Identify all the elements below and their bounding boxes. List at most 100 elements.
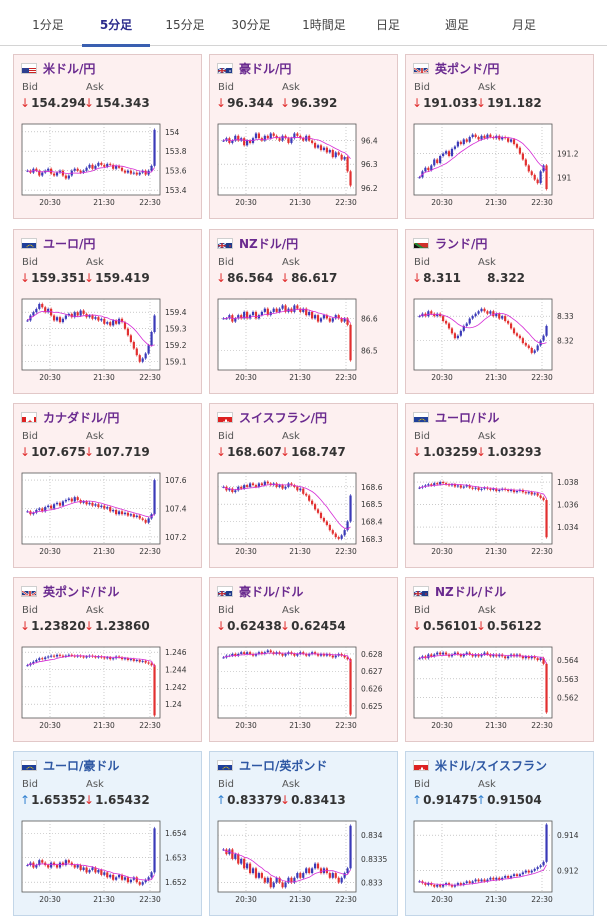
pair-name[interactable]: ユーロ/英ポンド <box>239 759 328 773</box>
candle-body <box>32 661 35 664</box>
candle-body <box>64 315 67 319</box>
tab-3[interactable]: 30分足 <box>231 18 271 32</box>
candle-body <box>120 318 124 323</box>
candle-body <box>308 653 311 656</box>
bid-number: 191.033 <box>423 96 478 110</box>
candle-body <box>231 653 234 656</box>
arrow-down-icon: ↓ <box>84 271 95 285</box>
y-tick-label: 153.8 <box>165 147 187 156</box>
pair-name[interactable]: NZドル/円 <box>239 237 299 251</box>
rate-card[interactable]: ユーロ/英ポンド Bid Ask ↑0.83379 ↓0.83413 0.834 0.833… <box>209 751 398 916</box>
plot-area <box>217 123 357 196</box>
candlestick-chart[interactable]: 0.834 0.8335 0.833 20:30 21:30 22:30 <box>216 818 391 913</box>
pair-name[interactable]: ユーロ/円 <box>43 237 96 251</box>
candle-body <box>504 656 507 659</box>
candle-body <box>284 882 287 888</box>
pair-name[interactable]: 英ポンド/ドル <box>43 585 120 599</box>
candlestick-chart[interactable]: 107.6 107.4 107.2 20:30 21:30 22:30 <box>20 470 195 565</box>
x-tick-label: 21:30 <box>289 198 311 207</box>
tab-7[interactable]: 月足 <box>511 18 536 32</box>
candle-body <box>501 316 504 319</box>
candle-body <box>269 650 272 653</box>
candle-body <box>521 489 524 493</box>
candlestick-chart[interactable]: 0.914 0.912 20:30 21:30 22:30 <box>412 818 587 913</box>
candlestick-chart[interactable]: 1.038 1.036 1.034 20:30 21:30 22:30 <box>412 470 587 565</box>
tab-5[interactable]: 日足 <box>375 18 400 32</box>
candlestick-chart[interactable]: 8.33 8.32 20:30 21:30 22:30 <box>412 296 587 391</box>
pair-name[interactable]: ユーロ/豪ドル <box>43 759 120 773</box>
tab-6[interactable]: 週足 <box>444 18 469 32</box>
candlestick-chart[interactable]: 1.246 1.244 1.242 1.24 20:30 21:30 22:30 <box>20 644 195 739</box>
pair-name[interactable]: 英ポンド/円 <box>435 62 500 76</box>
rate-card[interactable]: カナダドル/円 Bid Ask ↓107.675 ↓107.719 107.6 107.4 1… <box>13 403 202 568</box>
pair-name[interactable]: ランド/円 <box>435 237 488 251</box>
rate-card[interactable]: 英ポンド/円 Bid Ask ↓191.033 ↓191.182 191.2 191 20:3… <box>405 54 594 219</box>
candle-body <box>349 659 352 715</box>
rate-card[interactable]: 英ポンド/ドル Bid Ask ↓1.23820 ↓1.23860 1.246 1.244 1… <box>13 577 202 742</box>
pair-name[interactable]: 米ドル/円 <box>43 62 96 76</box>
tab-1[interactable]: 5分足 <box>82 0 150 47</box>
candle-body <box>468 485 471 488</box>
candle-body <box>313 863 317 869</box>
x-tick-label: 21:30 <box>93 373 115 382</box>
candle-body <box>319 512 323 519</box>
candle-body <box>275 135 278 139</box>
candle-body <box>44 657 47 660</box>
rate-card[interactable]: スイスフラン/円 Bid Ask ↓168.607 ↓168.747 168.6 168.5… <box>209 403 398 568</box>
candle-body <box>302 308 305 312</box>
candle-body <box>103 318 106 324</box>
tab-4[interactable]: 1時間足 <box>302 18 346 32</box>
rate-card[interactable]: 豪ドル/ドル Bid Ask ↓0.62438 ↓0.62454 0.628 0.627 0.… <box>209 577 398 742</box>
candlestick-chart[interactable]: 154 153.8 153.6 153.4 20:30 21:30 22:30 <box>20 121 195 216</box>
candle-body <box>328 318 331 322</box>
rate-card[interactable]: 豪ドル/円 Bid Ask ↓96.344 ↓96.392 96.4 96.3 96.2 20:… <box>209 54 398 219</box>
rate-card[interactable]: ユーロ/ドル Bid Ask ↓1.03259 ↓1.03293 1.038 1.036 1.… <box>405 403 594 568</box>
candle-body <box>340 877 343 883</box>
rate-card[interactable]: ランド/円BidAsk↓8.311↓8.3228.338.3220:3021:3… <box>405 229 594 394</box>
pair-name[interactable]: 豪ドル/ドル <box>239 585 304 599</box>
candle-body <box>246 140 249 146</box>
candle-body <box>453 484 457 487</box>
candle-body <box>153 665 156 716</box>
pair-name[interactable]: 豪ドル/円 <box>239 62 292 76</box>
candle-body <box>536 345 539 351</box>
pair-name[interactable]: カナダドル/円 <box>43 411 120 425</box>
pair-name[interactable]: NZドル/ドル <box>435 585 507 599</box>
tab-0[interactable]: 1分足 <box>32 18 64 32</box>
pair-name[interactable]: 米ドル/スイスフラン <box>435 759 548 773</box>
candle-body <box>115 877 118 880</box>
ask-label: Ask <box>86 605 104 616</box>
candle-body <box>103 657 106 659</box>
pair-name[interactable]: スイスフラン/円 <box>239 411 328 425</box>
candle-body <box>311 140 314 143</box>
candlestick-chart[interactable]: 86.6 86.5 20:30 21:30 22:30 <box>216 296 391 391</box>
x-tick-label: 22:30 <box>139 895 161 904</box>
tab-2[interactable]: 15分足 <box>165 18 205 32</box>
candle-body <box>346 521 349 531</box>
ask-label: Ask <box>478 431 496 442</box>
candle-body <box>237 854 240 864</box>
candle-body <box>287 877 290 883</box>
rate-card[interactable]: ユーロ/豪ドル Bid Ask ↑1.65352 ↓1.65432 1.654 1.653 1… <box>13 751 202 916</box>
candlestick-chart[interactable]: 96.4 96.3 96.2 20:30 21:30 22:30 <box>216 121 391 216</box>
candlestick-chart[interactable]: 191.2 191 20:30 21:30 22:30 <box>412 121 587 216</box>
candle-body <box>61 318 65 323</box>
candlestick-chart[interactable]: 0.564 0.563 0.562 20:30 21:30 22:30 <box>412 644 587 739</box>
candle-body <box>234 653 237 656</box>
pair-name[interactable]: ユーロ/ドル <box>435 411 500 425</box>
candle-body <box>456 883 459 885</box>
rate-card[interactable]: 米ドル/スイスフラン Bid Ask ↑0.91475 ↑0.91504 0.914 0.9… <box>405 751 594 916</box>
candle-body <box>489 877 492 880</box>
rate-card[interactable]: NZドル/円 Bid Ask ↓86.564 ↓86.617 86.6 86.5 20:30 2… <box>209 229 398 394</box>
rate-card[interactable]: ユーロ/円 Bid Ask ↓159.351 ↓159.419 159.4 159.3 159… <box>13 229 202 394</box>
candlestick-chart[interactable]: 1.654 1.653 1.652 20:30 21:30 22:30 <box>20 818 195 913</box>
candlestick-chart[interactable]: 159.4 159.3 159.2 159.1 20:30 21:30 22:30 <box>20 296 195 391</box>
rate-card[interactable]: 米ドル/円 Bid Ask ↓154.294 ↓154.343 154 153.8 153.6… <box>13 54 202 219</box>
candle-body <box>293 485 296 487</box>
candlestick-chart[interactable]: 168.6 168.5 168.4 168.3 20:30 21:30 22:30 <box>216 470 391 565</box>
candle-body <box>41 303 44 308</box>
candle-body <box>349 324 352 361</box>
candlestick-chart[interactable]: 0.628 0.627 0.626 0.625 20:30 21:30 22:30 <box>216 644 391 739</box>
ask-number: 191.182 <box>487 96 542 110</box>
rate-card[interactable]: NZドル/ドル Bid Ask ↓0.56101 ↓0.56122 0.564 0.563 0… <box>405 577 594 742</box>
